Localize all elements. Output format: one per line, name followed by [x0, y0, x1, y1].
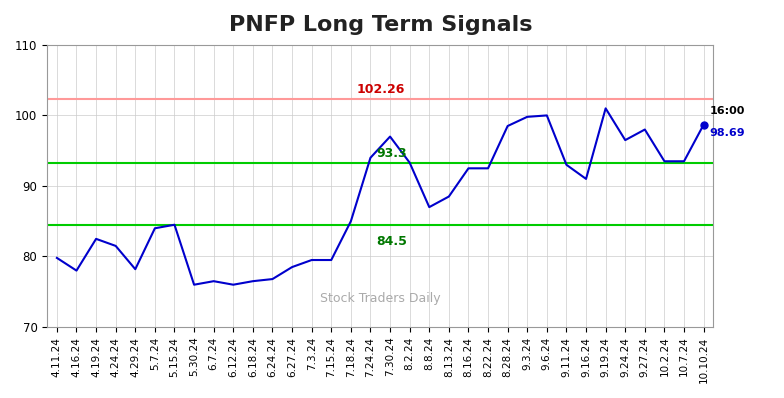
Text: 16:00: 16:00 — [710, 106, 745, 116]
Title: PNFP Long Term Signals: PNFP Long Term Signals — [228, 15, 532, 35]
Text: 93.3: 93.3 — [377, 147, 408, 160]
Text: 84.5: 84.5 — [377, 235, 408, 248]
Text: Stock Traders Daily: Stock Traders Daily — [320, 292, 441, 305]
Text: 98.69: 98.69 — [710, 128, 745, 138]
Text: 102.26: 102.26 — [357, 83, 405, 96]
